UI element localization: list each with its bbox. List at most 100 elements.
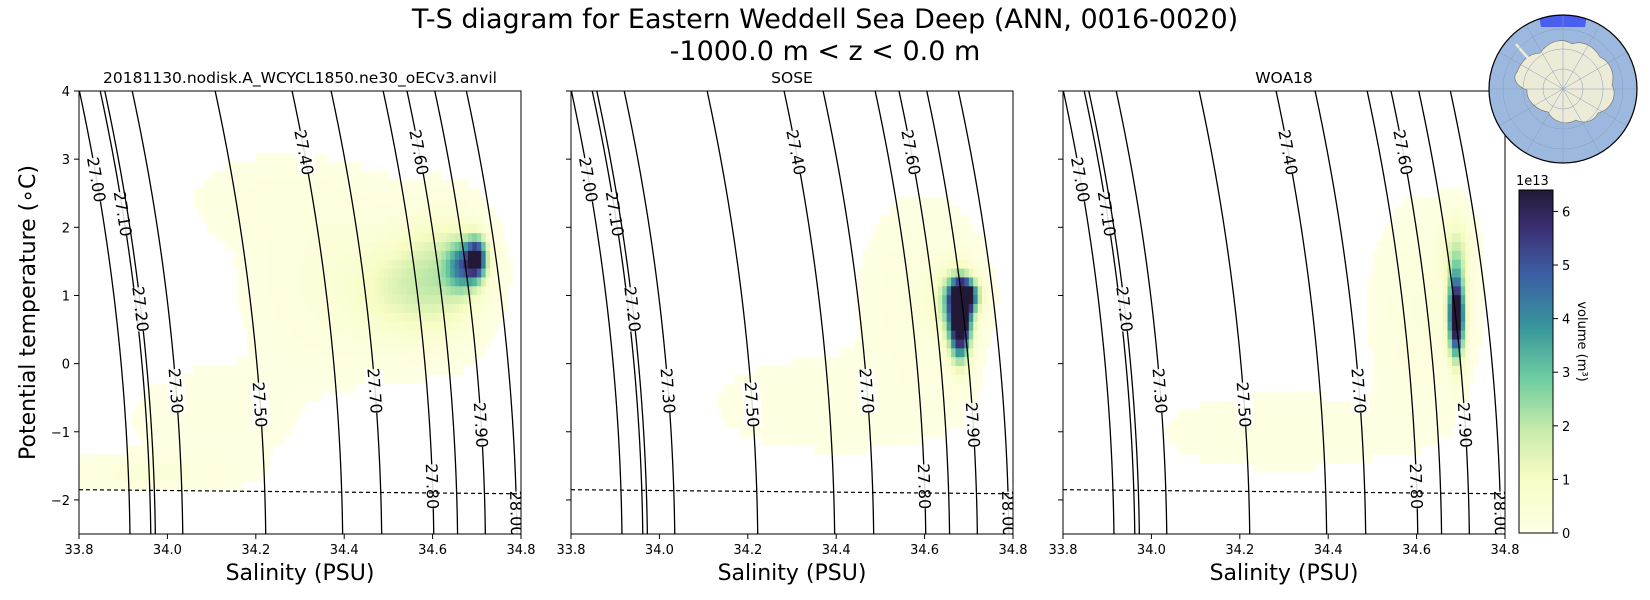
heatmap-cell [238,170,243,180]
heatmap-cell [291,223,296,234]
heatmap-cell [875,285,881,296]
heatmap-cell [792,401,797,411]
heatmap-cell [1213,418,1219,429]
heatmap-cell [291,179,296,189]
heatmap-cell [906,268,912,278]
heatmap-cell [255,197,261,207]
heatmap-cell [264,330,270,340]
heatmap-cell [880,339,886,349]
heatmap-cell [915,294,921,305]
colorbar-tick-label: 5 [1562,259,1570,274]
heatmap-cell [494,312,500,322]
heatmap-cell [233,445,239,455]
heatmap-cell [463,206,469,216]
heatmap-cell [955,383,961,393]
heatmap-cell [255,250,261,260]
heatmap-cell [964,330,970,340]
heatmap-cell [1323,436,1329,446]
heatmap-cell [171,463,177,473]
heatmap-cell [902,427,908,437]
heatmap-cell [1372,347,1378,358]
heatmap-cell [1421,206,1426,216]
heatmap-cell [906,383,912,393]
heatmap-cell [437,232,442,243]
heatmap-cell [889,409,895,420]
heatmap-cell [902,409,908,420]
heatmap-cell [140,418,146,429]
heatmap-cell [454,268,460,278]
heatmap-cell [357,188,363,198]
heatmap-cell [1200,418,1205,429]
heatmap-cell [1275,401,1280,411]
heatmap-cell [229,179,235,189]
heatmap-cell [1261,418,1267,429]
heatmap-cell [185,463,190,473]
heatmap-cell [379,259,385,269]
heatmap-cell [361,241,367,251]
heatmap-cell [295,392,301,402]
heatmap-cell [348,206,354,216]
heatmap-cell [1332,454,1338,464]
heatmap-cell [1398,330,1404,340]
heatmap-cell [490,268,495,278]
heatmap-cell [454,215,460,225]
heatmap-cell [353,374,358,384]
heatmap-cell [858,277,864,287]
heatmap-cell [304,188,310,198]
heatmap-cell [853,418,859,429]
heatmap-cell [202,206,208,216]
heatmap-cell [361,303,367,313]
heatmap-cell [388,241,394,251]
heatmap-cell [467,285,473,296]
heatmap-cell [818,365,824,375]
heatmap-cell [339,383,345,393]
heatmap-cell [1222,427,1227,437]
heatmap-cell [867,339,872,349]
heatmap-cell [273,223,279,234]
heatmap-cell [339,188,345,198]
heatmap-cell [1261,436,1267,446]
heatmap-cell [397,347,403,358]
heatmap-cell [977,383,983,393]
heatmap-cell [1398,392,1404,402]
heatmap-cell [485,259,491,269]
heatmap-cell [211,223,217,234]
heatmap-cell [463,223,469,234]
heatmap-cell [951,268,956,278]
heatmap-cell [800,356,806,367]
heatmap-cell [884,294,890,305]
heatmap-cell [269,418,274,429]
heatmap-cell [1191,418,1196,429]
heatmap-cell [207,471,212,482]
heatmap-cell [233,471,239,482]
heatmap-cell [946,339,952,349]
heatmap-cell [1372,312,1378,322]
heatmap-cell [1465,241,1471,251]
heatmap-cell [308,356,314,367]
heatmap-cell [251,250,257,260]
heatmap-cell [1412,206,1417,216]
heatmap-cell [202,383,208,393]
heatmap-cell [1425,303,1431,313]
heatmap-cell [1403,383,1409,393]
heatmap-cell [344,241,350,251]
heatmap-cell [982,250,987,260]
heatmap-cell [1275,445,1280,455]
heatmap-cell [898,330,903,340]
heatmap-cell [419,365,425,375]
heatmap-cell [317,250,323,260]
heatmap-cell [277,277,283,287]
heatmap-cell [1253,418,1258,429]
heatmap-cell [920,277,925,287]
heatmap-cell [224,471,230,482]
heatmap-cell [193,392,199,402]
heatmap-cell [1376,374,1382,384]
heatmap-cell [1451,383,1457,393]
heatmap-cell [189,463,195,473]
heatmap-cell [344,383,350,393]
heatmap-cell [286,153,292,163]
heatmap-cell [255,223,261,234]
heatmap-cell [1314,436,1320,446]
heatmap-cell [1474,330,1479,340]
heatmap-cell [348,303,354,313]
